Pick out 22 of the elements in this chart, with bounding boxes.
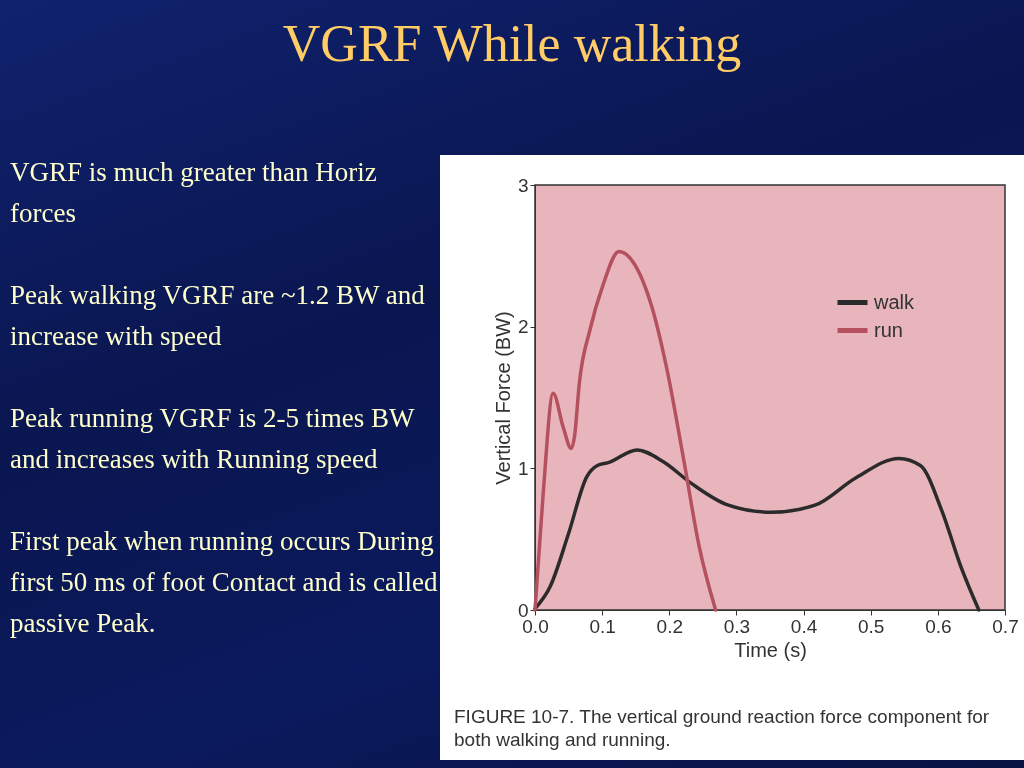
x-axis-title: Time (s) [734,638,807,661]
text: Peak walking VGRF are ~1.2 BW and increase with speed [10,279,426,353]
y-tick-label: 2 [517,316,529,338]
legend-label: run [874,318,903,341]
text: VGRF is much greater than Horiz forces [10,156,378,230]
legend-label: walk [873,290,916,313]
x-tick-label: 0.4 [790,615,818,637]
y-tick-label: 3 [517,174,529,196]
y-tick-label: 1 [517,457,529,479]
x-tick-label: 0.6 [925,615,952,637]
x-tick-label: 0.2 [656,615,683,637]
x-tick-label: 0.3 [723,615,751,637]
y-axis-title: Vertical Force (BW) [491,311,514,485]
y-tick-label: 0 [517,599,529,621]
x-tick-label: 0.1 [589,615,616,637]
x-tick-label: 0.5 [858,615,885,637]
text: Peak running VGRF is 2-5 times BW and increases with Running speed [10,402,416,476]
x-tick-label: 0.7 [992,615,1019,637]
caption: FIGURE 10-7. The vertical ground reaction force component for both walking and running. [454,705,991,751]
text: First peak when running occurs During first 50 ms of foot Contact and is called passive Peak. [10,525,438,640]
chart-title: VGRF While walking [281,14,743,73]
line-series [533,249,718,612]
